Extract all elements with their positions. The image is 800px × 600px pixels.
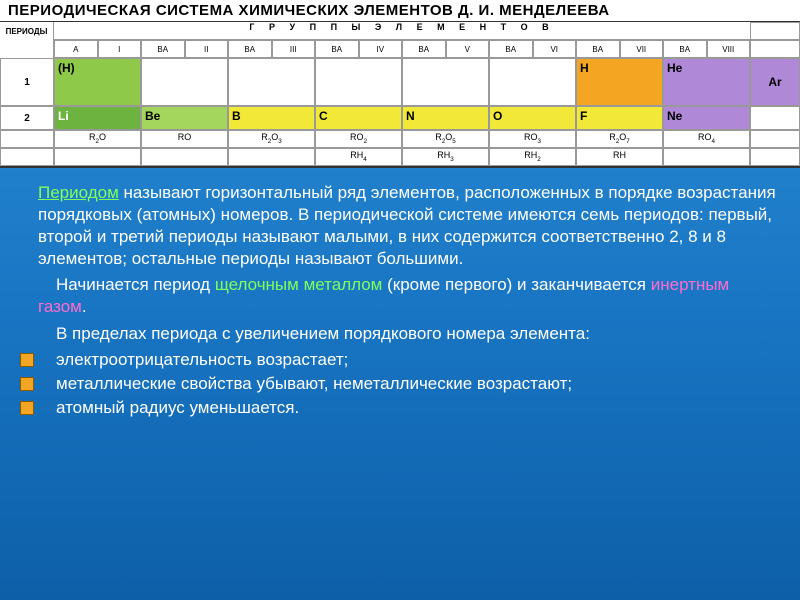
oxide-formula: RO2 xyxy=(315,130,402,148)
group-col: II xyxy=(185,40,229,58)
group-col: IV xyxy=(359,40,403,58)
hydride-formulas: RH4RH3RH2RH xyxy=(54,148,750,166)
groups-label: Г Р У П П Ы Э Л Е М Е Н Т О В xyxy=(54,22,750,40)
element-cell xyxy=(489,58,576,106)
element-cell xyxy=(141,58,228,106)
hydride-formula: RH2 xyxy=(489,148,576,166)
element-cell: O xyxy=(489,106,576,130)
periodic-table: ПЕРИОДИЧЕСКАЯ СИСТЕМА ХИМИЧЕСКИХ ЭЛЕМЕНТ… xyxy=(0,0,800,168)
group-col: BA xyxy=(141,40,185,58)
element-cell: Li xyxy=(54,106,141,130)
trends-list: электроотрицательность возрастает;металл… xyxy=(38,349,782,419)
group-col: VI xyxy=(533,40,577,58)
oxide-formula: R2O3 xyxy=(228,130,315,148)
oxide-formula: RO4 xyxy=(663,130,750,148)
element-cell: Ne xyxy=(663,106,750,130)
group-col: III xyxy=(272,40,316,58)
group-col: BA xyxy=(228,40,272,58)
element-cell: Be xyxy=(141,106,228,130)
oxide-formula: R2O7 xyxy=(576,130,663,148)
oxide-formulas: R2OROR2O3RO2R2O5RO3R2O7RO4 xyxy=(54,130,750,148)
slide-content: Периодом называют горизонтальный ряд эле… xyxy=(0,168,800,431)
oxide-formula: R2O xyxy=(54,130,141,148)
element-cell xyxy=(315,58,402,106)
element-cell: (H) xyxy=(54,58,141,106)
group-col: BA xyxy=(489,40,533,58)
hydride-formula: RH3 xyxy=(402,148,489,166)
group-col: I xyxy=(98,40,142,58)
element-cell xyxy=(228,58,315,106)
trend-item: электроотрицательность возрастает; xyxy=(38,349,782,371)
table-title: ПЕРИОДИЧЕСКАЯ СИСТЕМА ХИМИЧЕСКИХ ЭЛЕМЕНТ… xyxy=(0,0,800,22)
element-cell: F xyxy=(576,106,663,130)
group-col: VIII xyxy=(707,40,751,58)
oxide-formula: R2O5 xyxy=(402,130,489,148)
group-columns: AIBAIIBAIIIBAIVBAVBAVIBAVIIBAVIII xyxy=(54,40,750,58)
element-cell xyxy=(402,58,489,106)
group-col: A xyxy=(54,40,98,58)
period-number: 1 xyxy=(0,58,54,106)
element-cell: N xyxy=(402,106,489,130)
paragraph-period-def: Периодом называют горизонтальный ряд эле… xyxy=(38,182,782,270)
paragraph-trends-intro: В пределах периода с увеличением порядко… xyxy=(38,323,782,345)
element-ar: Ar xyxy=(750,58,800,106)
element-cell: C xyxy=(315,106,402,130)
hydride-formula xyxy=(228,148,315,166)
group-col: BA xyxy=(663,40,707,58)
element-cell: He xyxy=(663,58,750,106)
element-cell: H xyxy=(576,58,663,106)
group-col: VII xyxy=(620,40,664,58)
group-col: BA xyxy=(576,40,620,58)
oxide-formula: RO3 xyxy=(489,130,576,148)
group-col: BA xyxy=(315,40,359,58)
element-cell: B xyxy=(228,106,315,130)
group-col: V xyxy=(446,40,490,58)
group-col: BA xyxy=(402,40,446,58)
hydride-formula xyxy=(663,148,750,166)
hydride-formula: RH xyxy=(576,148,663,166)
trend-item: металлические свойства убывают, неметалл… xyxy=(38,373,782,395)
oxide-formula: RO xyxy=(141,130,228,148)
trend-item: атомный радиус уменьшается. xyxy=(38,397,782,419)
hydride-formula: RH4 xyxy=(315,148,402,166)
term-period: Периодом xyxy=(38,183,119,202)
period-number: 2 xyxy=(0,106,54,130)
paragraph-alkali-noble: Начинается период щелочным металлом (кро… xyxy=(38,274,782,318)
hydride-formula xyxy=(141,148,228,166)
periods-label: ПЕРИОДЫ xyxy=(0,22,54,40)
hydride-formula xyxy=(54,148,141,166)
term-alkali-metal: щелочным металлом xyxy=(215,275,383,294)
